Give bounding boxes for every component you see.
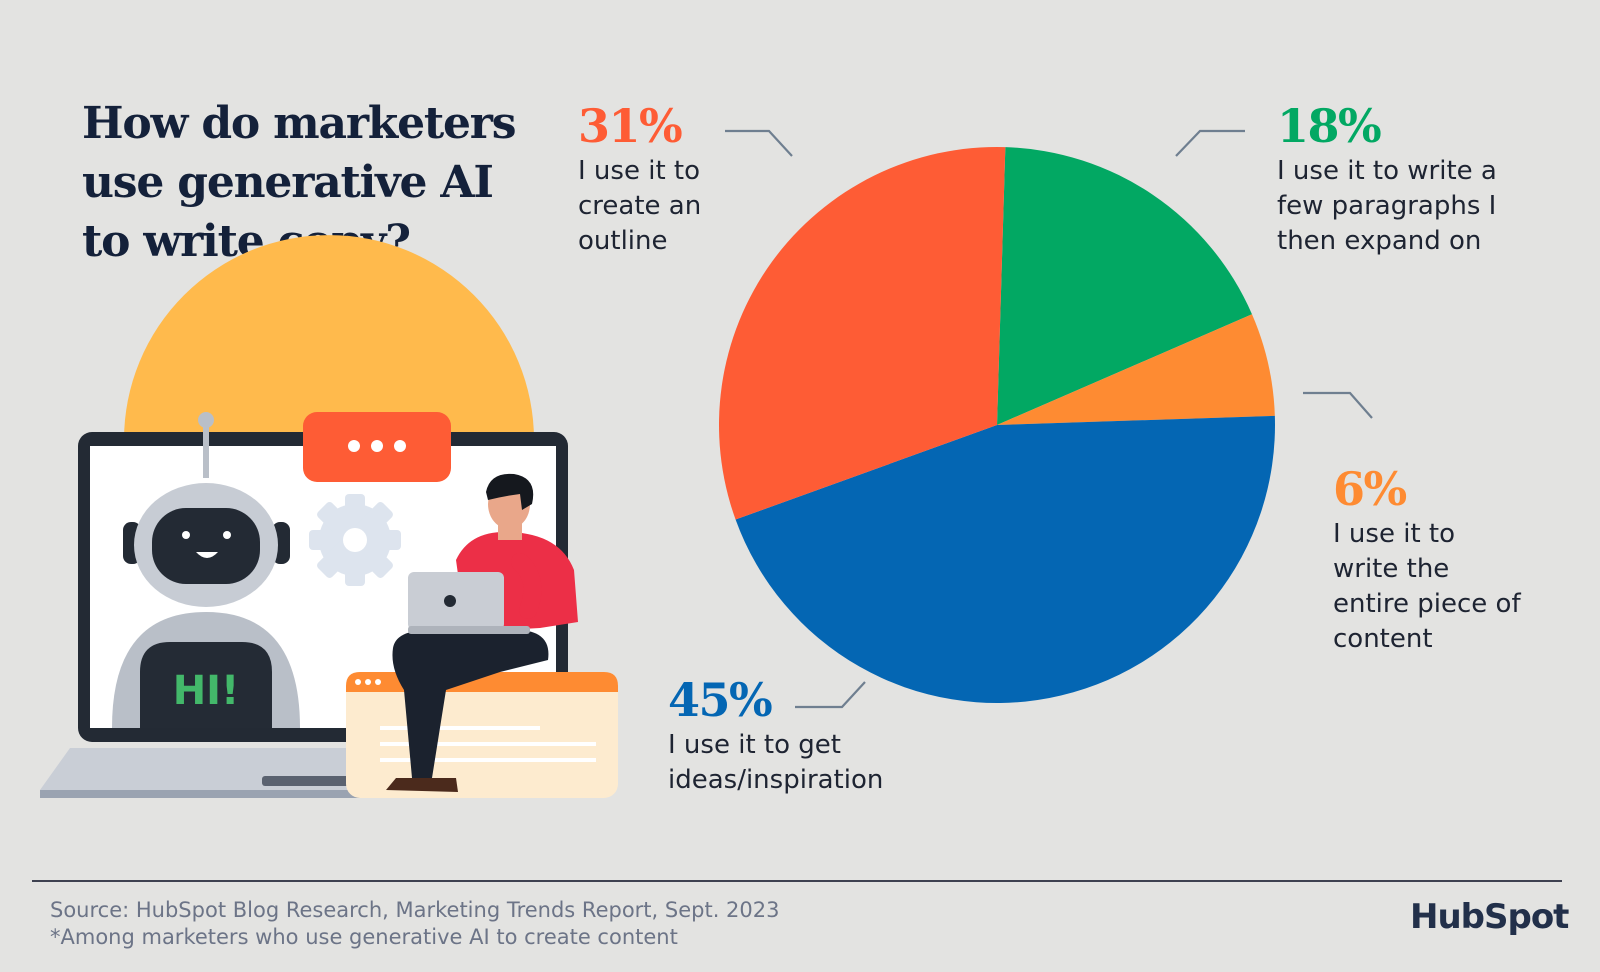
robot-icon [112,412,300,728]
hubspot-logo: HubSpot [1410,897,1569,937]
leader-line-45 [795,681,866,709]
robot-screen-text: HI! [173,668,240,714]
leader-lines [725,129,1373,709]
sun-shape [124,235,534,440]
robot-laptop-illustration: HI! [40,235,618,798]
slice-description: I use it to get ideas/inspiration [668,730,884,795]
slice-label-ideas: 45% I use it to get ideas/inspiration [668,672,928,798]
slice-label-paragraphs: 18% I use it to write a few paragraphs I… [1277,98,1542,259]
slice-value-label: 45% [668,673,773,727]
slice-label-entire-piece: 6% I use it to write the entire piece of… [1333,461,1523,657]
slice-label-outline: 31% I use it to create an outline [578,98,748,259]
footer-source: Source: HubSpot Blog Research, Marketing… [50,897,780,951]
source-text: Source: HubSpot Blog Research, Marketing… [50,898,780,922]
slice-value-label: 18% [1277,99,1382,153]
slice-description: I use it to write a few paragraphs I the… [1277,156,1497,256]
pie-slice-paragraphs [997,147,1252,425]
slice-value-label: 6% [1333,462,1407,516]
pie-slice-entire-piece [997,314,1275,425]
pie-chart [719,147,1275,703]
slice-value-label: 31% [578,99,683,153]
leader-line-6 [1303,391,1373,419]
footer-divider [32,880,1562,882]
gear-icon [309,494,401,586]
leader-line-18 [1175,129,1245,157]
footnote-text: *Among marketers who use generative AI t… [50,925,678,949]
leader-line-31 [725,129,793,157]
person-with-laptop [386,473,578,792]
slice-description: I use it to create an outline [578,156,702,256]
pie-slice-outline [719,147,1006,520]
pie-slice-ideas [735,415,1275,703]
slice-description: I use it to write the entire piece of co… [1333,519,1521,654]
